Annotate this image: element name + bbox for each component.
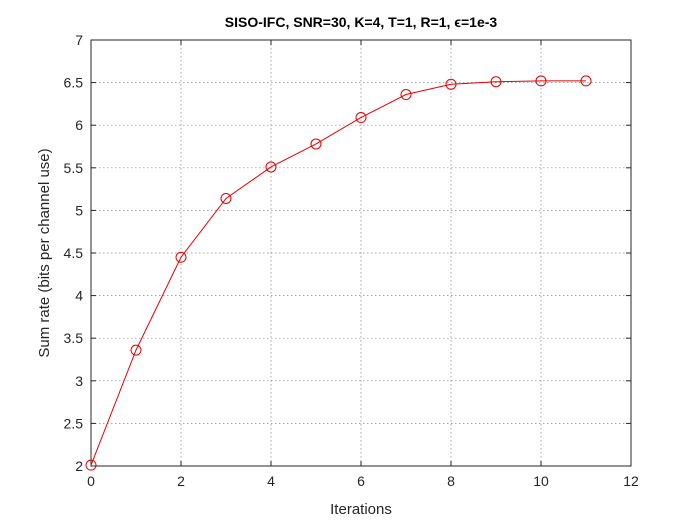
y-tick-label: 6 <box>75 117 83 133</box>
y-tick-label: 5 <box>75 202 83 218</box>
series-group <box>85 75 592 471</box>
y-tick-label: 6.5 <box>64 75 84 91</box>
y-tick-label: 4.5 <box>64 245 84 261</box>
data-point-marker <box>265 161 277 173</box>
data-point-marker <box>130 344 142 356</box>
grid-lines <box>91 40 631 466</box>
data-point-marker <box>400 89 412 101</box>
y-axis-label: Sum rate (bits per channel use) <box>36 148 53 357</box>
x-tick-labels: 0 2 4 6 8 10 12 <box>87 473 639 489</box>
data-point-marker <box>220 192 232 204</box>
x-tick-label: 12 <box>623 473 639 489</box>
y-tick-label: 2 <box>75 458 83 474</box>
data-point-marker <box>445 78 457 90</box>
tick-marks <box>90 39 632 467</box>
series-line <box>90 80 586 466</box>
x-tick-label: 0 <box>87 473 95 489</box>
y-tick-labels: 2 2.5 3 3.5 4 4.5 5 5.5 6 6.5 7 <box>64 32 84 474</box>
x-tick-label: 10 <box>533 473 549 489</box>
data-point-marker <box>175 251 187 263</box>
x-axis-label: Iterations <box>330 501 392 518</box>
x-tick-label: 2 <box>177 473 185 489</box>
data-point-marker <box>535 75 547 87</box>
y-tick-label: 3 <box>75 373 83 389</box>
y-tick-label: 3.5 <box>64 330 84 346</box>
y-tick-label: 7 <box>75 32 83 48</box>
x-tick-label: 6 <box>357 473 365 489</box>
data-point-marker <box>85 459 97 471</box>
y-tick-label: 2.5 <box>64 415 84 431</box>
data-point-marker <box>310 138 322 150</box>
data-point-marker <box>355 112 367 124</box>
chart-title: SISO-IFC, SNR=30, K=4, T=1, R=1, ϵ=1e-3 <box>225 14 498 30</box>
x-tick-label: 8 <box>447 473 455 489</box>
y-tick-label: 5.5 <box>64 160 84 176</box>
data-point-marker <box>490 76 502 88</box>
y-tick-label: 4 <box>75 288 83 304</box>
x-tick-label: 4 <box>267 473 275 489</box>
data-point-marker <box>580 75 592 87</box>
